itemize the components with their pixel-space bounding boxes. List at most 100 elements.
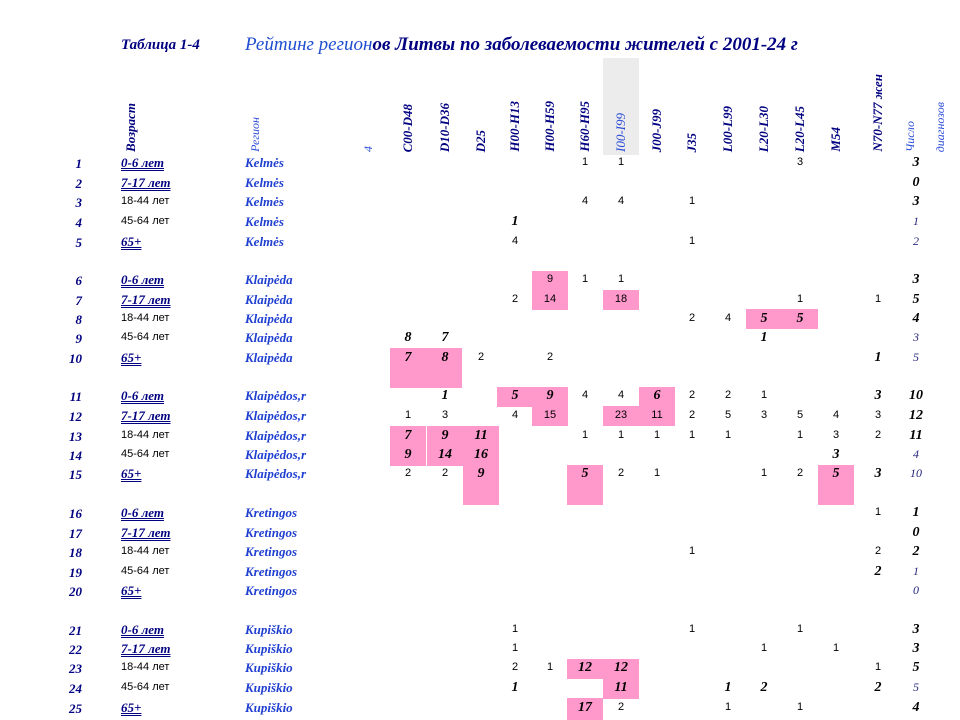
table-cell: 1 (796, 623, 804, 635)
table-cell: 2 (511, 661, 519, 673)
diagnosis-count: 0 (913, 583, 919, 597)
diagnosis-count: 0 (912, 525, 920, 540)
age-group: 7-17 лет (121, 175, 171, 190)
diagnosis-count: 5 (912, 292, 920, 307)
diagnosis-count: 3 (913, 330, 919, 344)
table-cell: 1 (724, 680, 732, 695)
age-group: 0-6 лет (121, 622, 164, 637)
table-cell: 9 (477, 466, 485, 481)
table-cell: 1 (511, 623, 519, 635)
diagnosis-count: 12 (909, 408, 923, 423)
table-cell: 2 (874, 545, 882, 557)
row-number: 7 (75, 293, 83, 308)
table-cell: 8 (441, 350, 449, 365)
header-l20-l30: L20-L30 (756, 105, 771, 152)
highlight-cell (818, 465, 854, 505)
region-name: Kupiškio (245, 641, 293, 656)
highlight-cell (782, 309, 818, 329)
age-group: 7-17 лет (121, 525, 171, 540)
region-name: Kretingos (245, 564, 298, 579)
table-cell: 9 (441, 428, 449, 443)
table-number: Таблица 1-4 (121, 37, 200, 53)
highlight-cell (746, 309, 782, 329)
table-cell: 3 (441, 409, 449, 421)
table-cell: 1 (511, 214, 519, 229)
age-group: 45-64 лет (121, 331, 170, 343)
table-cell: 3 (874, 409, 882, 421)
region-name: Klaipėdos,r (245, 447, 307, 462)
diagnosis-count: 3 (912, 641, 920, 656)
row-number: 21 (69, 623, 82, 638)
age-group: 45-64 лет (121, 215, 170, 227)
table-cell: 1 (688, 195, 696, 207)
table-cell: 6 (653, 388, 661, 403)
region-name: Kretingos (245, 544, 298, 559)
row-number: 4 (75, 215, 83, 230)
highlight-cell (639, 406, 675, 426)
diagnosis-count: 5 (912, 660, 920, 675)
row-number: 1 (75, 156, 83, 171)
heading-part-1: Рейтинг регион (245, 34, 373, 55)
table-cell: 1 (874, 350, 882, 365)
region-name: Kupiškio (245, 622, 293, 637)
table-cell: 1 (760, 389, 768, 401)
age-group: 18-44 лет (121, 661, 170, 673)
table-cell: 16 (474, 447, 488, 462)
table-cell: 3 (874, 466, 882, 481)
table-cell: 1 (832, 642, 840, 654)
table-cell: 1 (617, 156, 625, 168)
region-name: Klaipėda (245, 272, 293, 287)
table-cell: 1 (688, 429, 696, 441)
age-group: 65+ (121, 234, 142, 249)
table-cell: 5 (760, 311, 768, 326)
header-i00-i99: I00-I99 (613, 113, 628, 152)
highlight-cell (567, 698, 603, 720)
diagnosis-count: 1 (913, 214, 919, 228)
diagnosis-count: 11 (909, 428, 923, 443)
table-cell: 2 (617, 467, 625, 479)
header-j35: J35 (684, 132, 699, 153)
table-cell: 12 (578, 660, 592, 675)
table-cell: 2 (511, 293, 519, 305)
header-d10-d36: D10-D36 (437, 102, 452, 152)
diagnosis-count: 2 (913, 234, 919, 248)
table-cell: 7 (404, 350, 412, 365)
region-name: Klaipėda (245, 330, 293, 345)
table-cell: 2 (874, 429, 882, 441)
highlight-cell (532, 290, 568, 310)
header-l20-l45: L20-L45 (792, 105, 807, 152)
table-cell: 1 (653, 467, 661, 479)
header-h60-h95: H60-H95 (577, 101, 592, 152)
highlight-cell (603, 679, 639, 699)
table-cell: 1 (724, 701, 732, 713)
header-m54: M54 (828, 127, 843, 152)
region-name: Kretingos (245, 583, 298, 598)
table-cell: 1 (874, 293, 882, 305)
age-group: 18-44 лет (121, 429, 170, 441)
diagnosis-count: 10 (909, 388, 923, 403)
table-cell: 1 (874, 506, 882, 518)
diagnosis-count: 0 (912, 175, 920, 190)
row-number: 24 (69, 681, 82, 696)
highlight-cell (603, 290, 639, 310)
highlight-cell (497, 387, 533, 407)
table-cell: 7 (441, 330, 449, 345)
row-number: 20 (69, 584, 82, 599)
header-l00-l99: L00-L99 (720, 105, 735, 152)
age-group: 65+ (121, 466, 142, 481)
table-cell: 2 (688, 312, 696, 324)
age-group: 18-44 лет (121, 312, 170, 324)
header-h00-h13: H00-H13 (507, 101, 522, 152)
table-cell: 4 (511, 235, 519, 247)
highlight-cell (463, 426, 499, 466)
row-number: 6 (75, 273, 83, 288)
row-number: 18 (69, 545, 82, 560)
table-cell: 4 (617, 195, 625, 207)
region-name: Klaipėdos,r (245, 428, 307, 443)
age-group: 0-6 лет (121, 155, 164, 170)
table-cell: 18 (614, 293, 628, 305)
region-name: Kelmės (245, 214, 284, 229)
table-cell: 15 (543, 409, 557, 421)
table-cell: 5 (832, 466, 840, 481)
table-cell: 11 (614, 680, 628, 695)
